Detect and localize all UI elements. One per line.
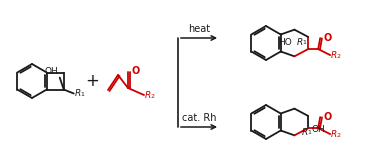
Text: OH: OH (311, 125, 325, 134)
Text: R: R (302, 128, 308, 137)
Text: O: O (131, 66, 139, 76)
Text: 1: 1 (308, 130, 311, 135)
Text: 1: 1 (302, 40, 306, 45)
Text: cat. Rh: cat. Rh (182, 113, 216, 123)
Text: R: R (296, 38, 303, 47)
Text: 2: 2 (150, 94, 155, 99)
Text: R: R (75, 89, 81, 98)
Text: R: R (145, 91, 151, 99)
Text: 2: 2 (337, 54, 341, 59)
Text: +: + (85, 72, 99, 90)
Text: 2: 2 (337, 133, 341, 138)
Text: heat: heat (188, 24, 210, 34)
Text: 1: 1 (80, 93, 84, 98)
Text: O: O (323, 112, 332, 122)
Text: R: R (331, 130, 338, 139)
Text: OH: OH (45, 68, 59, 76)
Text: HO: HO (278, 38, 291, 47)
Text: O: O (323, 33, 332, 43)
Text: R: R (331, 51, 338, 60)
